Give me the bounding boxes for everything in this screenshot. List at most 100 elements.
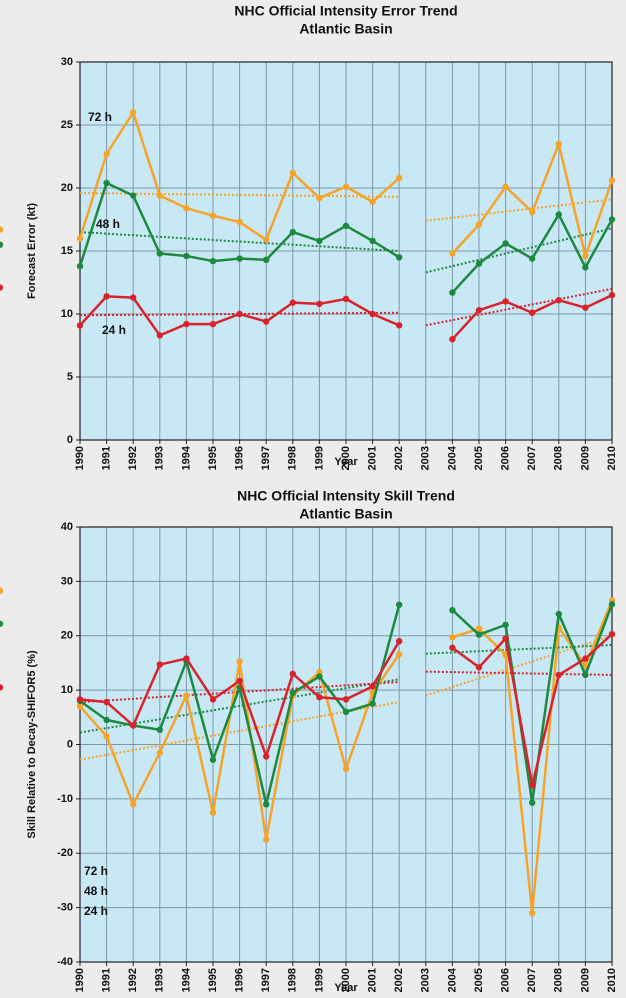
point bbox=[529, 909, 536, 917]
point bbox=[289, 299, 296, 306]
y-tick-label: 10 bbox=[61, 684, 73, 696]
point bbox=[502, 635, 509, 642]
plot-border bbox=[79, 61, 613, 441]
y-tick-label: 25 bbox=[61, 119, 73, 131]
y-tick-label: 15 bbox=[61, 245, 73, 257]
point bbox=[582, 671, 589, 679]
point bbox=[342, 222, 350, 229]
point bbox=[156, 192, 163, 199]
point bbox=[130, 722, 137, 729]
x-tick-label: 2002 bbox=[393, 446, 405, 470]
point bbox=[263, 236, 270, 243]
point bbox=[316, 693, 323, 701]
point bbox=[263, 836, 270, 843]
x-tick-label: 2003 bbox=[420, 968, 432, 992]
point bbox=[103, 179, 110, 187]
point bbox=[183, 655, 190, 662]
point bbox=[183, 204, 190, 212]
point bbox=[475, 631, 483, 638]
series-label: 48 h bbox=[96, 217, 120, 231]
x-tick-label: 2007 bbox=[526, 446, 538, 470]
trend-line bbox=[425, 670, 613, 676]
point bbox=[396, 174, 403, 182]
point bbox=[0, 226, 4, 233]
x-tick-label: 1991 bbox=[101, 968, 113, 992]
point bbox=[156, 726, 163, 734]
point bbox=[342, 708, 350, 716]
x-tick-label: 1990 bbox=[74, 968, 86, 992]
point bbox=[130, 192, 137, 199]
point bbox=[209, 809, 217, 816]
y-tick-label: -10 bbox=[57, 793, 73, 805]
point bbox=[608, 177, 616, 184]
point bbox=[289, 670, 296, 678]
x-tick-label: 1992 bbox=[127, 968, 139, 992]
y-tick-label: 20 bbox=[61, 182, 73, 194]
trend-line bbox=[79, 311, 400, 317]
y-tick-label: 10 bbox=[61, 308, 73, 320]
point bbox=[236, 218, 243, 226]
point bbox=[263, 318, 270, 325]
x-tick-label: 2008 bbox=[553, 446, 565, 470]
point bbox=[156, 749, 163, 756]
point bbox=[76, 262, 84, 270]
point bbox=[475, 625, 483, 632]
point bbox=[529, 782, 536, 789]
point bbox=[396, 254, 403, 261]
x-tick-label: 2002 bbox=[393, 968, 405, 992]
point bbox=[396, 637, 403, 645]
point bbox=[156, 250, 163, 257]
y-axis-label: Skill Relative to Decay-SHIFOR5 (%) bbox=[26, 650, 38, 839]
y-axis-label: Forecast Error (kt) bbox=[26, 203, 38, 299]
point bbox=[369, 237, 376, 245]
trend-line bbox=[425, 198, 613, 222]
x-tick-label: 2009 bbox=[579, 446, 591, 470]
point bbox=[608, 630, 616, 638]
point bbox=[608, 601, 616, 608]
point bbox=[555, 296, 562, 304]
point bbox=[502, 183, 509, 190]
chart-subtitle: Atlantic Basin bbox=[299, 506, 392, 522]
point bbox=[156, 332, 163, 339]
x-tick-label: 1998 bbox=[287, 968, 299, 992]
point bbox=[130, 801, 137, 808]
trend-line bbox=[425, 634, 613, 697]
x-tick-label: 2006 bbox=[500, 968, 512, 992]
x-tick-label: 2005 bbox=[473, 446, 485, 470]
point bbox=[236, 310, 243, 318]
series-label: 48 h bbox=[84, 884, 108, 898]
point bbox=[236, 658, 243, 665]
point bbox=[76, 322, 84, 329]
point bbox=[103, 698, 110, 706]
series-label: 24 h bbox=[102, 323, 126, 337]
x-tick-label: 1993 bbox=[154, 968, 166, 992]
point bbox=[449, 606, 456, 614]
point bbox=[0, 587, 4, 594]
point bbox=[396, 651, 403, 658]
point bbox=[183, 320, 190, 328]
x-tick-label: 1990 bbox=[74, 446, 86, 470]
point bbox=[608, 291, 616, 299]
point bbox=[76, 235, 84, 242]
point bbox=[529, 309, 536, 316]
x-tick-label: 1994 bbox=[180, 445, 192, 470]
point bbox=[555, 211, 562, 218]
point bbox=[449, 634, 456, 641]
x-tick-label: 2004 bbox=[446, 445, 458, 470]
point bbox=[502, 621, 509, 629]
point bbox=[369, 700, 376, 707]
point bbox=[0, 684, 4, 691]
x-tick-label: 1995 bbox=[207, 446, 219, 470]
trend-line bbox=[79, 680, 400, 704]
y-tick-label: 0 bbox=[67, 738, 73, 750]
x-axis-label: Year bbox=[334, 982, 358, 994]
point bbox=[316, 237, 323, 245]
point bbox=[449, 336, 456, 343]
point bbox=[529, 799, 536, 806]
point bbox=[289, 228, 296, 236]
x-tick-label: 2003 bbox=[420, 446, 432, 470]
chart-title: NHC Official Intensity Skill Trend bbox=[237, 488, 455, 504]
point bbox=[289, 169, 296, 177]
point bbox=[582, 252, 589, 260]
point bbox=[0, 241, 4, 248]
